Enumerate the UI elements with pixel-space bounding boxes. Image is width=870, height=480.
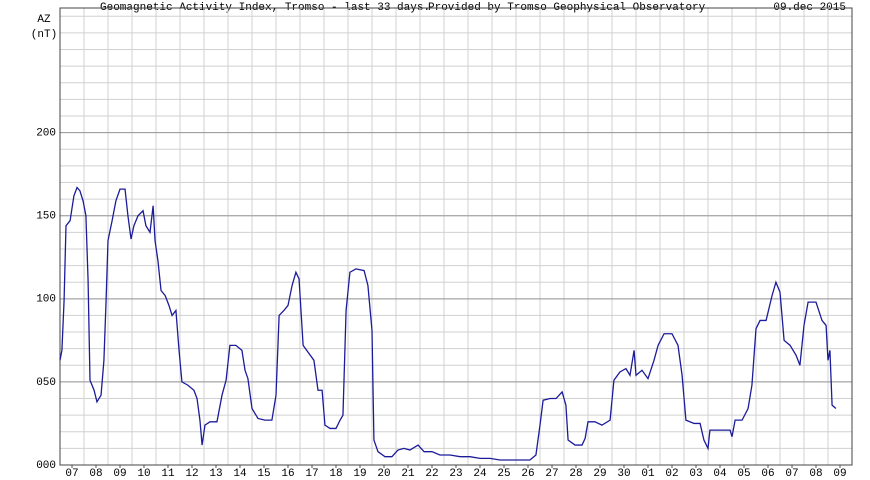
x-tick-label: 27 <box>545 468 558 480</box>
y-tick-label: 200 <box>36 128 56 140</box>
x-tick-label: 24 <box>473 468 487 480</box>
x-tick-label: 10 <box>137 468 150 480</box>
x-tick-label: 07 <box>785 468 798 480</box>
x-tick-label: 26 <box>521 468 534 480</box>
y-tick-label: 100 <box>36 294 56 306</box>
x-tick-label: 12 <box>185 468 198 480</box>
x-tick-label: 29 <box>593 468 606 480</box>
x-tick-label: 04 <box>713 468 727 480</box>
x-tick-label: 22 <box>425 468 438 480</box>
x-tick-label: 18 <box>329 468 342 480</box>
x-tick-label: 09 <box>113 468 126 480</box>
x-tick-label: 08 <box>809 468 822 480</box>
x-tick-label: 28 <box>569 468 582 480</box>
x-tick-label: 03 <box>689 468 702 480</box>
x-tick-label: 09 <box>833 468 846 480</box>
x-tick-label: 25 <box>497 468 510 480</box>
x-tick-label: 19 <box>353 468 366 480</box>
x-tick-label: 05 <box>737 468 750 480</box>
x-tick-label: 01 <box>641 468 655 480</box>
plot-border <box>59 7 853 466</box>
y-tick-label: 050 <box>36 377 56 389</box>
x-tick-label: 07 <box>65 468 78 480</box>
y-axis-unit: (nT) <box>31 29 57 41</box>
x-tick-label: 02 <box>665 468 678 480</box>
x-tick-label: 20 <box>377 468 390 480</box>
y-axis-label: AZ <box>37 14 51 26</box>
x-tick-label: 08 <box>89 468 102 480</box>
x-tick-label: 06 <box>761 468 774 480</box>
x-tick-label: 23 <box>449 468 462 480</box>
data-line <box>59 186 837 461</box>
x-tick-label: 15 <box>257 468 270 480</box>
x-tick-label: 11 <box>161 468 175 480</box>
x-tick-label: 17 <box>305 468 318 480</box>
x-tick-label: 13 <box>209 468 222 480</box>
x-tick-label: 30 <box>617 468 630 480</box>
y-tick-label: 150 <box>36 211 56 223</box>
x-tick-label: 16 <box>281 468 294 480</box>
y-tick-label: 000 <box>36 460 56 472</box>
x-tick-label: 21 <box>401 468 415 480</box>
x-tick-label: 14 <box>233 468 247 480</box>
